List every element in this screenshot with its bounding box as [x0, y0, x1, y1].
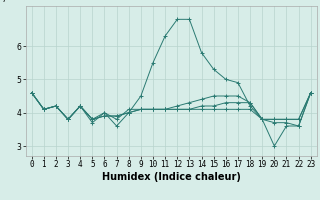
Text: 7: 7 [2, 0, 7, 4]
X-axis label: Humidex (Indice chaleur): Humidex (Indice chaleur) [102, 172, 241, 182]
